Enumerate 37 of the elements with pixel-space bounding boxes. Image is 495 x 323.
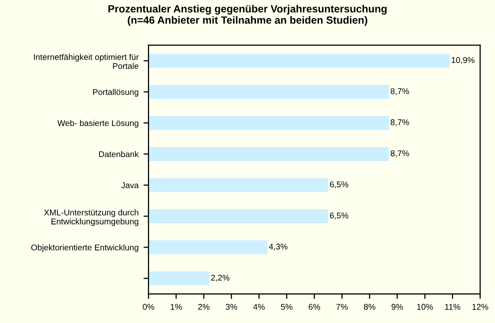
data-label: 10,9% (452, 57, 474, 64)
data-label: 4,3% (268, 244, 288, 251)
x-tick-label: 12% (472, 304, 488, 310)
bar (148, 178, 328, 192)
x-tick-label: 11% (445, 304, 460, 310)
x-tick-label: 0% (142, 304, 154, 310)
y-tick-label: Web- basierte Lösung (57, 120, 138, 128)
x-tick-label: 7% (336, 304, 348, 310)
bar (148, 54, 450, 68)
x-tick-label: 10% (417, 304, 433, 310)
y-tick-label: XML-Unterstützung durch Entwicklungsumgebung (44, 209, 138, 226)
x-tick-label: 4% (253, 304, 265, 310)
x-tick-label: 3% (226, 304, 238, 310)
bar (148, 240, 268, 254)
data-label: 8,7% (390, 119, 410, 126)
data-label: 2,2% (211, 274, 230, 282)
bar (148, 84, 389, 99)
bar (148, 271, 210, 286)
data-label: 8,7% (390, 88, 410, 96)
x-tick-label: 9% (392, 304, 403, 310)
bar (148, 116, 389, 130)
bar (148, 209, 328, 224)
x-tick-label: 1% (170, 304, 182, 310)
x-tick-label: 8% (364, 304, 376, 310)
data-label: 6,5% (330, 181, 348, 188)
chart-title: Prozentualer Anstieg gegenüber Vorjahresuntersuchung (n=46 Anbieter mit Teilnahme an beiden Studien) (108, 4, 387, 26)
y-tick-label: Internetfähigkeit optimiert für Portale (34, 54, 139, 69)
y-tick-label: Portallösung (93, 88, 138, 97)
data-label: 6,5% (330, 212, 348, 220)
bar (148, 147, 389, 162)
x-tick-label: 5% (281, 304, 292, 310)
x-tick-label: 2% (198, 304, 210, 310)
y-tick-label: Java (121, 182, 139, 188)
y-tick-label: Datenbank (99, 151, 139, 158)
y-tick-label: Objektorientierte Entwicklung (31, 244, 138, 252)
x-tick-label: 6% (308, 304, 320, 310)
data-label: 8,7% (390, 150, 410, 158)
